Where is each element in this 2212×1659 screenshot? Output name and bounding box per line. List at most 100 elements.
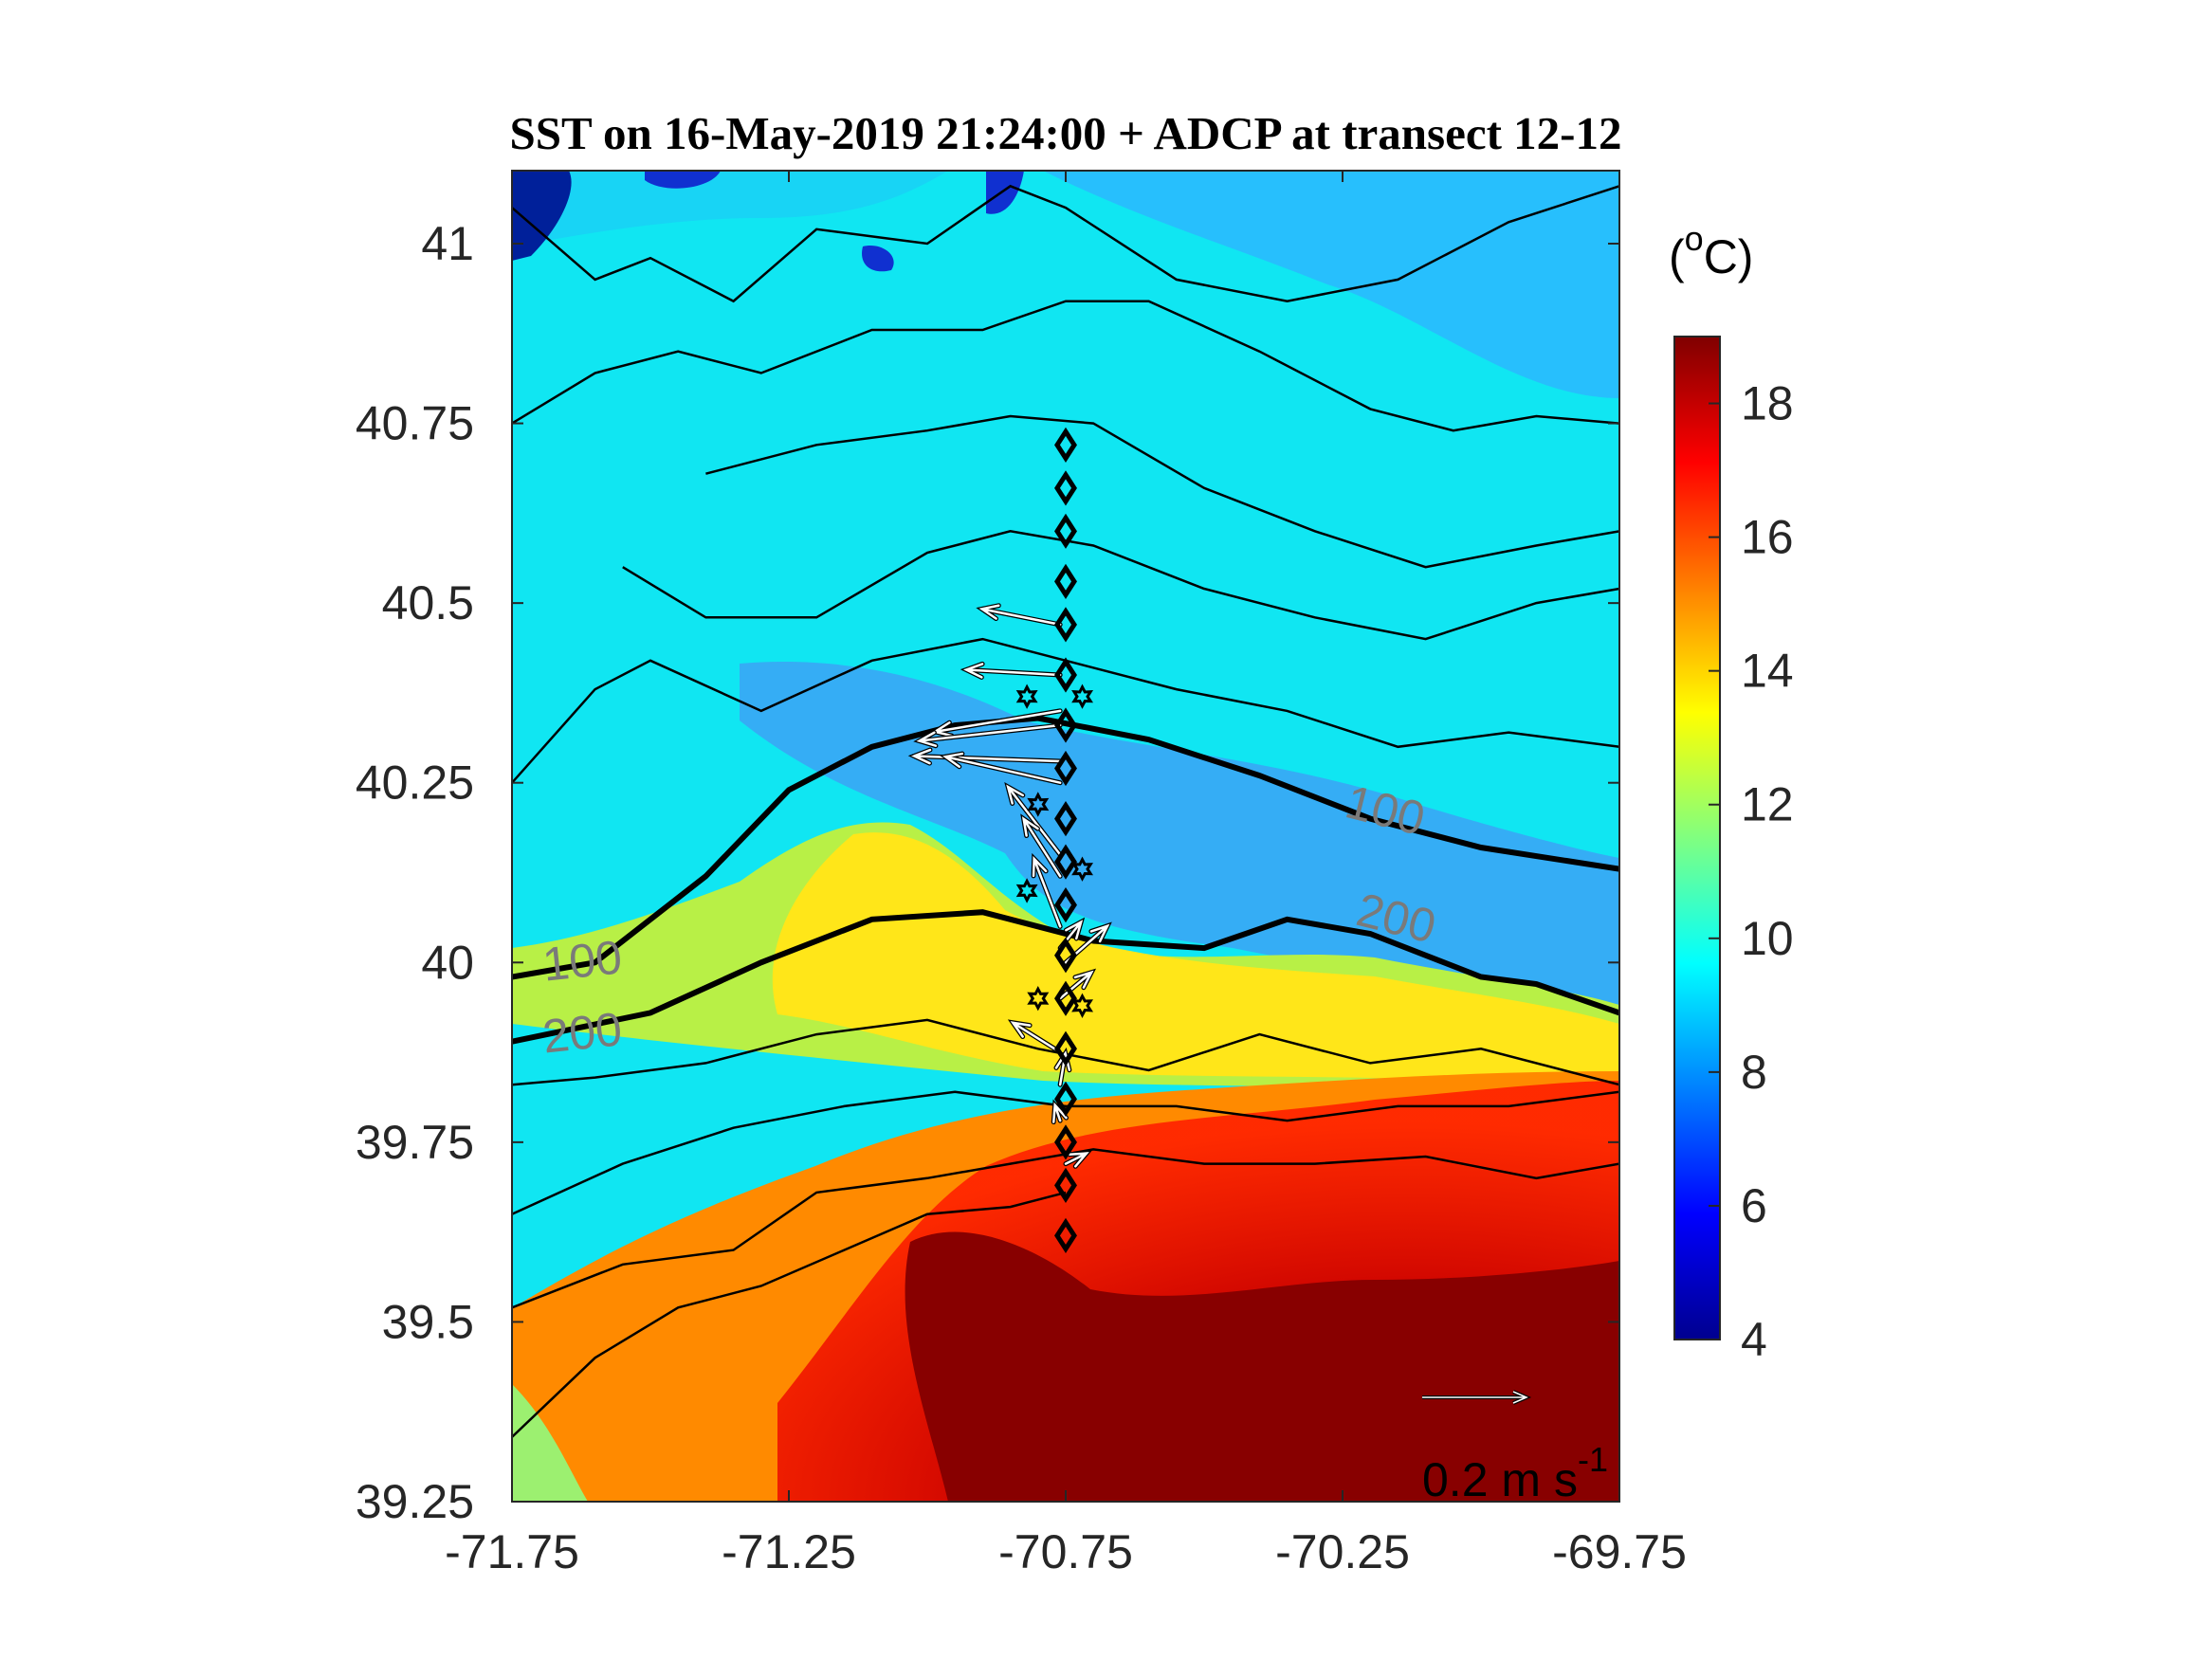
sst-contour-7: [512, 1148, 1619, 1309]
adcp-vector-7: [1020, 813, 1063, 879]
scale-label-base: 0.2 m s: [1422, 1453, 1578, 1506]
adcp-vector-12: [1007, 1019, 1057, 1051]
scale-arrow-line: [1422, 1391, 1528, 1404]
sst-cold-patch-n: [645, 171, 1024, 272]
x-tick-label: -70.25: [1275, 1525, 1410, 1578]
sst-yellow-band: [772, 832, 1619, 1090]
extra-markers: [1015, 684, 1094, 1019]
adcp-vectors: [907, 603, 1112, 1169]
colorbar-tick-label: 12: [1741, 778, 1794, 831]
station-marker: [1054, 427, 1077, 463]
adcp-vector-5: [939, 751, 1063, 786]
y-tick-label: 39.5: [382, 1295, 474, 1348]
sst-contour-0: [512, 184, 1619, 303]
y-tick-label: 40.25: [356, 757, 474, 810]
hexagram-marker: [1027, 985, 1050, 1012]
adcp-vector-line: [962, 663, 1062, 679]
sst-contours: [512, 184, 1619, 1438]
adcp-vector-line: [1006, 784, 1062, 856]
adcp-vector-3: [913, 722, 1063, 749]
station-marker: [1054, 801, 1077, 837]
station-marker: [1054, 563, 1077, 600]
station-marker: [1054, 1167, 1077, 1203]
y-tick-label: 40.75: [356, 397, 474, 450]
colorbar-tick-label: 8: [1741, 1046, 1767, 1099]
station-marker: [1054, 470, 1077, 506]
hexagram-marker: [1071, 856, 1094, 882]
adcp-vector-0: [976, 603, 1063, 628]
colorbar-unit-open: (: [1669, 230, 1685, 283]
sst-contour-8: [512, 1191, 1067, 1438]
station-marker: [1054, 938, 1077, 974]
station-marker: [1054, 1217, 1077, 1254]
adcp-vector-line: [1064, 1152, 1089, 1168]
adcp-vector-11: [1057, 968, 1097, 1001]
isobath-label-0: 100: [540, 930, 625, 991]
adcp-vector-1: [960, 661, 1063, 680]
adcp-vector-line: [910, 748, 1062, 765]
adcp-vector-4: [907, 747, 1063, 766]
adcp-vector-15: [1063, 1150, 1092, 1169]
scale-arrow: [1422, 1390, 1532, 1405]
adcp-vector-line: [1021, 816, 1062, 878]
scale-label-sup: -1: [1578, 1440, 1608, 1479]
scale-label: 0.2 m s-1: [1422, 1440, 1608, 1506]
sst-shelf-north-strip: [512, 171, 948, 246]
y-tick-label: 39.25: [356, 1475, 474, 1528]
station-marker: [1054, 707, 1077, 743]
y-tick-label: 39.75: [356, 1116, 474, 1169]
y-tick-label: 40: [421, 936, 474, 989]
colorbar-unit: (oC): [1669, 219, 1753, 283]
station-marker: [1054, 980, 1077, 1016]
y-tick-label: 41: [421, 217, 474, 270]
station-marker: [1054, 1124, 1077, 1160]
colorbar-unit-close: C): [1704, 230, 1754, 283]
colorbar: 4 6 8 10 12 14 16 18 (oC): [1669, 219, 1794, 1366]
colorbar-tick-label: 14: [1741, 645, 1794, 698]
y-tick-label: 40.5: [382, 576, 474, 629]
colorbar-unit-sup: o: [1685, 219, 1704, 258]
station-marker: [1054, 1081, 1077, 1117]
sst-contour-5: [512, 1018, 1619, 1086]
adcp-vector-line: [942, 752, 1062, 784]
hexagram-marker: [1027, 792, 1050, 817]
station-marker: [1054, 1030, 1077, 1066]
adcp-vector-14: [1051, 1099, 1069, 1125]
colorbar-gradient: [1673, 336, 1721, 1340]
isobath-200: [512, 909, 1619, 1045]
adcp-vector-line: [1052, 1102, 1068, 1123]
sst-coastal-green: [512, 1384, 588, 1502]
colorbar-tick-label: 10: [1741, 912, 1794, 965]
adcp-vector-line: [1058, 970, 1094, 1000]
colorbar-tick-label: 4: [1741, 1313, 1767, 1366]
hexagram-marker: [1071, 993, 1094, 1019]
adcp-vector-6: [1004, 781, 1063, 858]
sst-contour-2: [705, 414, 1619, 569]
station-marker: [1054, 657, 1077, 693]
colorbar-tick-label: 18: [1741, 377, 1794, 430]
hexagram-marker: [1071, 684, 1094, 709]
colorbar-ticks: 4 6 8 10 12 14 16 18: [1709, 377, 1794, 1366]
isobath-label-1: 200: [540, 1002, 625, 1063]
sst-dark-red-core: [905, 1231, 1619, 1502]
y-axis: 39.25 39.5 39.75 40 40.25 40.5 40.75 41: [356, 217, 1619, 1528]
adcp-vector-line: [916, 723, 1062, 747]
adcp-vector-line: [1032, 855, 1062, 928]
station-marker: [1054, 513, 1077, 549]
x-tick-label: -69.75: [1552, 1525, 1687, 1578]
adcp-vector-line: [978, 604, 1062, 627]
sst-contour-1: [512, 300, 1619, 432]
sst-cold-patch-nw: [512, 171, 572, 261]
x-axis: -71.75 -71.25 -70.75 -70.25 -69.75: [445, 171, 1687, 1578]
adcp-vector-line: [1010, 1021, 1056, 1050]
sst-contour-3: [622, 530, 1619, 641]
hexagram-marker: [1015, 684, 1038, 709]
station-marker: [1054, 844, 1077, 880]
x-tick-label: -71.25: [722, 1525, 856, 1578]
hexagram-marker: [1015, 878, 1038, 903]
station-marker: [1054, 886, 1077, 923]
sst-contour-4: [512, 637, 1619, 784]
